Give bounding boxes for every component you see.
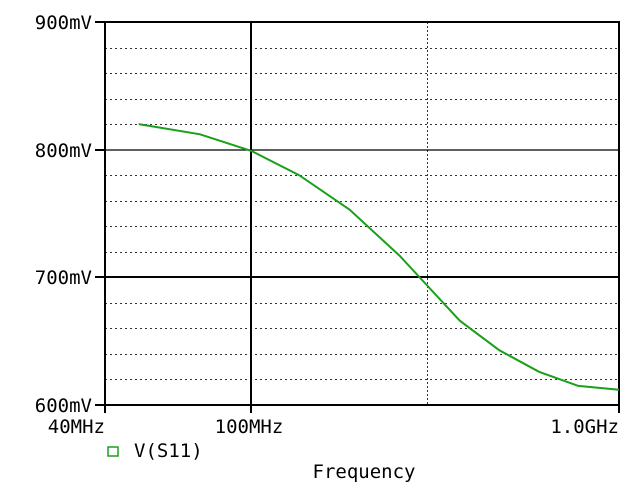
y-tick-label: 800mV	[35, 140, 92, 162]
minor-gridlines	[105, 22, 619, 405]
legend-label: V(S11)	[134, 440, 203, 462]
x-tick-label: 1.0GHz	[550, 416, 619, 438]
x-tick-label: 40MHz	[48, 416, 105, 438]
y-axis: 600mV 700mV 800mV 900mV	[35, 12, 105, 417]
y-tick-label: 600mV	[35, 395, 92, 417]
legend-marker-icon	[107, 446, 119, 457]
major-gridlines	[104, 21, 620, 406]
trace-v-s11	[138, 123, 620, 391]
x-axis: 40MHz 100MHz 1.0GHz	[48, 405, 620, 438]
x-axis-label: Frequency	[313, 461, 416, 483]
plot-frame	[104, 21, 620, 406]
y-tick-label: 900mV	[35, 12, 92, 34]
x-tick-label: 100MHz	[215, 416, 284, 438]
y-tick-label: 700mV	[35, 267, 92, 289]
